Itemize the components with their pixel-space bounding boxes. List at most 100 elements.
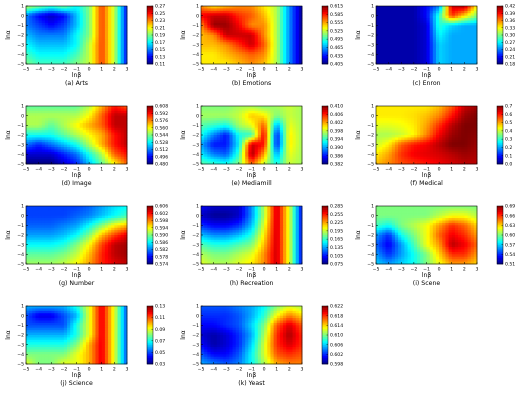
heatmap-cell xyxy=(388,42,393,46)
heatmap-cell xyxy=(238,110,243,114)
heatmap-cell xyxy=(464,42,468,46)
heatmap-cell xyxy=(57,39,62,43)
heatmap-cell xyxy=(101,30,106,33)
heatmap-cell xyxy=(279,10,284,14)
heatmap-cell xyxy=(423,30,427,33)
heatmap-cell xyxy=(117,51,122,55)
colorbar-swatch xyxy=(497,40,503,44)
heatmap-cell xyxy=(95,35,99,38)
heatmap-cell xyxy=(401,35,405,38)
x-tick-label: 1 xyxy=(275,67,278,73)
heatmap-cell xyxy=(260,132,265,136)
heatmap-cell xyxy=(401,132,405,136)
heatmap-cell xyxy=(432,54,437,58)
heatmap-cell xyxy=(432,15,437,19)
heatmap-cell xyxy=(79,122,84,126)
heatmap-cell xyxy=(67,15,71,19)
heatmap-cell xyxy=(273,27,278,31)
heatmap-cell xyxy=(111,142,115,146)
heatmap-cell xyxy=(226,127,230,131)
heatmap-cell xyxy=(123,27,128,31)
heatmap-cell xyxy=(54,135,58,138)
heatmap-cell xyxy=(454,37,459,41)
heatmap-cell xyxy=(420,49,424,53)
heatmap-cell xyxy=(442,30,446,33)
heatmap-cell xyxy=(391,51,396,55)
heatmap-cell xyxy=(388,61,393,65)
heatmap-cell xyxy=(388,122,393,126)
heatmap-cell xyxy=(223,154,227,158)
heatmap-cell xyxy=(29,61,33,65)
heatmap-cell xyxy=(439,15,443,19)
heatmap-cell xyxy=(104,127,109,131)
heatmap-cell xyxy=(439,54,443,58)
heatmap-cell xyxy=(101,159,106,162)
heatmap-cell xyxy=(248,113,252,117)
heatmap-cell xyxy=(67,30,71,33)
heatmap-cell xyxy=(207,110,211,114)
heatmap-cell xyxy=(273,142,278,146)
heatmap-cell xyxy=(79,147,84,150)
heatmap-cell xyxy=(79,22,84,26)
heatmap-cell xyxy=(238,13,243,17)
heatmap-cell xyxy=(92,59,96,62)
heatmap-cell xyxy=(417,115,421,119)
heatmap-cell xyxy=(92,47,96,50)
heatmap-cell xyxy=(89,106,93,109)
heatmap-cell xyxy=(257,147,262,150)
heatmap-cell xyxy=(295,59,300,62)
heatmap-cell xyxy=(223,10,227,14)
heatmap-cell xyxy=(257,35,262,38)
colorbar-tick-label: 0.435 xyxy=(330,53,343,59)
heatmap-cell xyxy=(388,132,393,136)
heatmap-cell xyxy=(401,56,405,60)
heatmap-cell xyxy=(204,156,208,160)
colorbar-swatch xyxy=(322,42,328,45)
heatmap-cell xyxy=(98,32,103,36)
heatmap-cell xyxy=(420,149,424,153)
heatmap-cell xyxy=(57,127,62,131)
heatmap-cell xyxy=(435,37,440,41)
heatmap-cell xyxy=(95,42,99,46)
heatmap-cell xyxy=(273,108,278,112)
heatmap-cell xyxy=(448,154,453,158)
heatmap-cell xyxy=(398,151,402,155)
heatmap-cell xyxy=(454,15,459,19)
heatmap-cell xyxy=(273,13,278,17)
heatmap-cell xyxy=(417,42,421,46)
heatmap-cell xyxy=(264,49,268,53)
heatmap-cell xyxy=(432,32,437,36)
heatmap-cell xyxy=(108,37,112,41)
heatmap-cell xyxy=(461,142,465,146)
heatmap-cell xyxy=(267,59,271,62)
heatmap-cell xyxy=(464,13,468,17)
heatmap-cell xyxy=(473,132,478,136)
heatmap-cell xyxy=(98,135,103,138)
heatmap-cell xyxy=(123,15,128,19)
heatmap-cell xyxy=(292,120,297,124)
heatmap-cell xyxy=(79,118,84,121)
heatmap-cell xyxy=(458,27,462,31)
colorbar-swatch xyxy=(147,46,153,49)
heatmap-cell xyxy=(273,120,278,124)
heatmap-cell xyxy=(60,125,65,129)
heatmap-cell xyxy=(51,147,55,150)
heatmap-cell xyxy=(292,39,297,43)
heatmap-cell xyxy=(470,18,475,21)
heatmap-cell xyxy=(38,59,43,62)
heatmap-cell xyxy=(295,115,300,119)
heatmap-cell xyxy=(292,32,297,36)
heatmap-cell xyxy=(111,159,115,162)
heatmap-cell xyxy=(51,106,55,109)
heatmap-cell xyxy=(251,30,256,33)
heatmap-cell xyxy=(260,156,265,160)
heatmap-cell xyxy=(213,35,218,38)
heatmap-cell xyxy=(432,154,437,158)
heatmap-cell xyxy=(451,51,456,55)
heatmap-cell xyxy=(254,8,259,12)
heatmap-cell xyxy=(76,156,81,160)
heatmap-cell xyxy=(89,49,93,53)
heatmap-cell xyxy=(385,37,390,41)
heatmap-cell xyxy=(289,37,293,41)
heatmap-cell xyxy=(57,106,62,109)
